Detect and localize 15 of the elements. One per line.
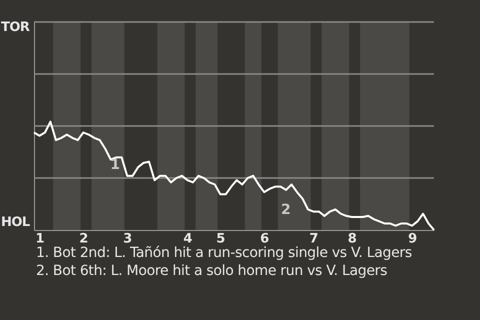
- x-tick-label: 3: [123, 232, 132, 246]
- text: 2. Bot 6th: L. Moore hit a solo home run vs V. Lagers: [36, 262, 388, 280]
- x-tick-label: 7: [309, 232, 318, 246]
- x-tick-label: 6: [260, 232, 270, 246]
- x-tick-label: 1: [35, 232, 45, 246]
- x-tick-label: 8: [348, 232, 357, 246]
- x-tick-label: 9: [408, 232, 418, 246]
- text: 1. Bot 2nd: L. Tañón hit a run-scoring single vs V. Lagers: [36, 244, 412, 262]
- x-tick-label: 4: [183, 232, 192, 246]
- text: HOL: [1, 215, 30, 230]
- x-tick-label: 5: [216, 232, 226, 246]
- x-tick-label: 2: [79, 232, 88, 246]
- annotation: 2: [281, 202, 291, 218]
- text: TOR: [1, 20, 30, 35]
- annotation: 1: [110, 156, 120, 173]
